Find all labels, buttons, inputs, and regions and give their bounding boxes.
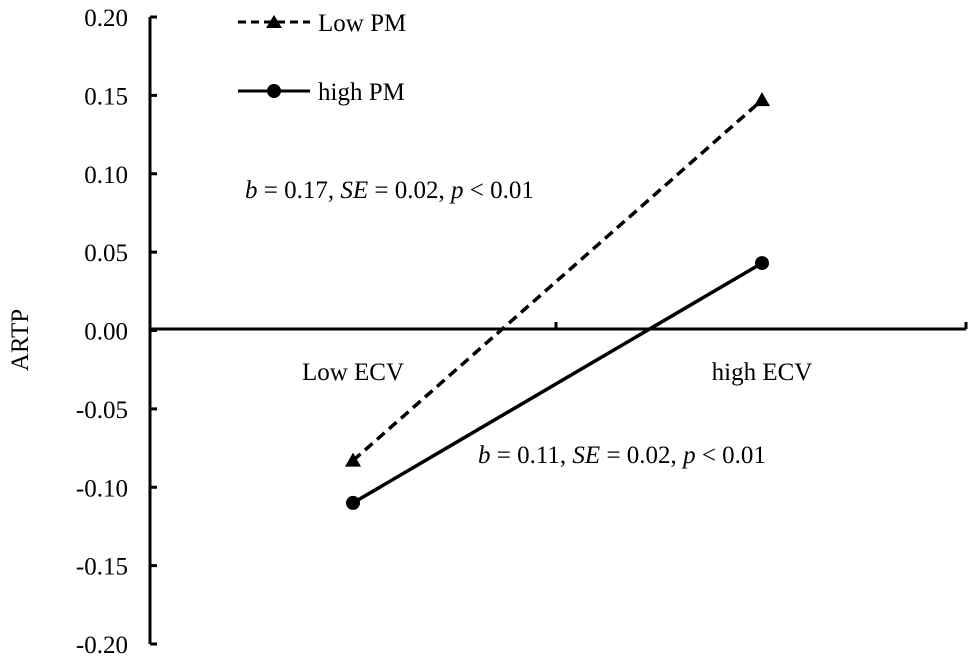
legend-label-low-pm: Low PM — [318, 10, 406, 37]
category-label-high-ecv: high ECV — [712, 359, 813, 386]
y-tick-label: -0.20 — [76, 632, 128, 659]
y-tick-label: -0.15 — [76, 554, 128, 581]
y-ticks: 0.20 0.15 0.10 0.05 0.00 -0.05 -0.10 -0.15 -0.20 — [76, 5, 157, 659]
data-point-low-pm-low-ecv — [345, 452, 361, 467]
annotation-p-symbol: p — [449, 177, 464, 204]
category-label-low-ecv: Low ECV — [302, 359, 404, 386]
y-tick-label: 0.10 — [84, 162, 128, 189]
data-point-low-pm-high-ecv — [754, 92, 770, 107]
y-tick-label: -0.05 — [76, 397, 128, 424]
annotation-p-symbol: p — [681, 442, 696, 469]
annotation-se-value: = 0.02, — [368, 177, 451, 204]
legend-label-high-pm: high PM — [318, 79, 405, 106]
data-point-high-pm-low-ecv — [346, 495, 360, 510]
series-line-high-pm — [352, 261, 763, 505]
series-layer — [345, 92, 770, 510]
legend: Low PM high PM — [238, 10, 406, 106]
annotation-p-value: < 0.01 — [696, 442, 766, 469]
legend-marker-low-pm — [266, 15, 282, 28]
annotation-se-symbol: SE — [340, 177, 368, 204]
annotation-se-value: = 0.02, — [600, 442, 683, 469]
annotation-b-value: = 0.11, — [491, 442, 573, 469]
annotation-low-pm-slope: b = 0.17, SE = 0.02, p < 0.01 — [245, 177, 534, 204]
series-line-low-pm — [351, 98, 764, 462]
annotation-b-symbol: b — [245, 177, 258, 204]
y-tick-label: -0.10 — [76, 475, 128, 502]
annotation-b-value: = 0.17, — [258, 177, 341, 204]
y-axis-label: ARTP — [7, 309, 34, 371]
annotation-se-symbol: SE — [572, 442, 600, 469]
y-tick-label: 0.20 — [84, 5, 128, 32]
y-tick-label: 0.05 — [84, 240, 128, 267]
annotation-p-value: < 0.01 — [464, 177, 534, 204]
annotation-b-symbol: b — [478, 442, 491, 469]
y-tick-label: 0.00 — [84, 319, 128, 346]
legend-marker-high-pm — [267, 84, 281, 98]
y-tick-label: 0.15 — [84, 83, 128, 110]
data-point-high-pm-high-ecv — [755, 256, 769, 271]
annotation-high-pm-slope: b = 0.11, SE = 0.02, p < 0.01 — [478, 442, 766, 469]
